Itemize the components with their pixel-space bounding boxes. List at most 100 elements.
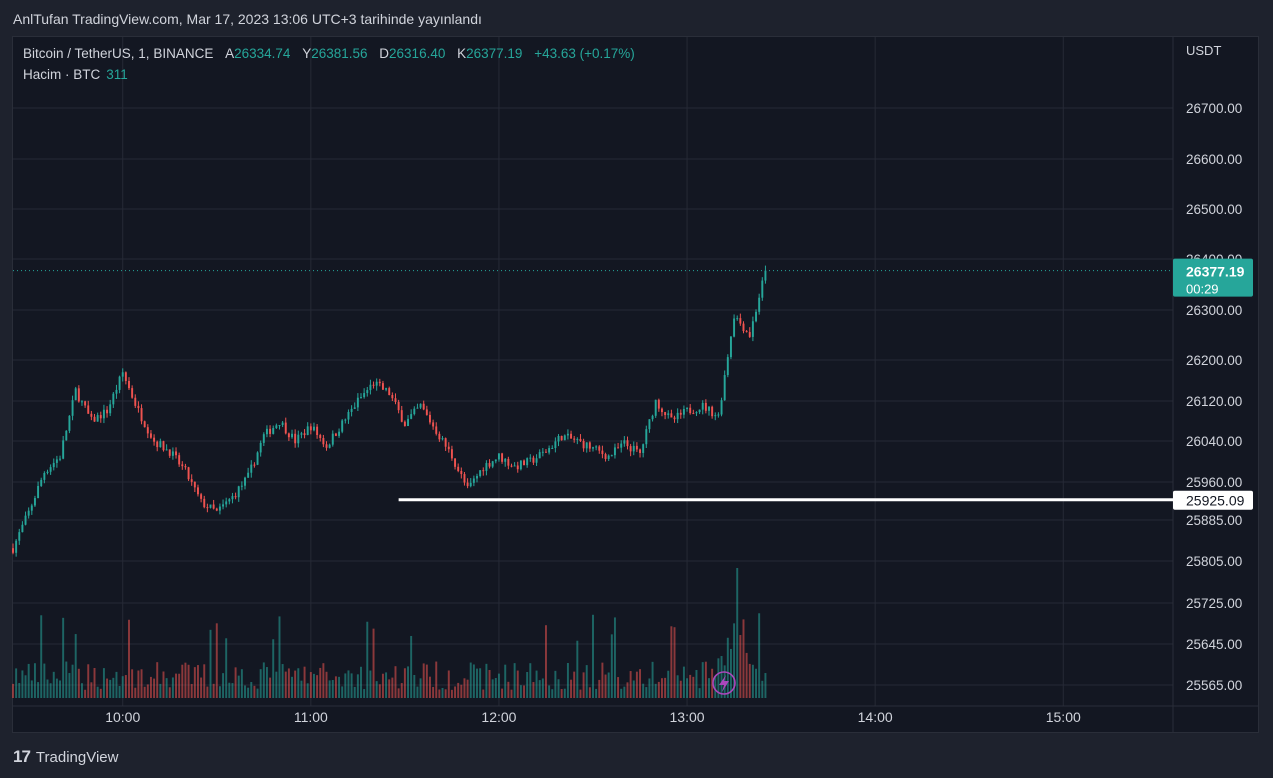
candle-body — [385, 388, 388, 390]
candle-body — [576, 438, 579, 440]
volume-bar — [551, 689, 554, 698]
price-tick-label: 25960.00 — [1186, 475, 1242, 490]
candle-body — [313, 426, 315, 431]
candle-body — [212, 504, 215, 509]
volume-bar — [184, 662, 187, 698]
candle-body — [353, 407, 356, 409]
volume-bar — [504, 664, 507, 698]
candle-body — [545, 451, 547, 453]
volume-bar — [413, 674, 416, 698]
volume-bar — [472, 664, 475, 698]
volume-bar — [181, 664, 184, 698]
candle-body — [325, 444, 328, 448]
footer-brand[interactable]: 17 TradingView — [13, 746, 118, 768]
chart-frame[interactable] — [12, 36, 1259, 733]
volume-bar — [272, 639, 275, 698]
volume-bar — [545, 625, 547, 698]
candle-body — [598, 446, 601, 451]
candle-body — [507, 458, 510, 466]
volume-bar — [30, 680, 33, 698]
volume-bar — [225, 638, 228, 698]
candle-body — [197, 487, 199, 495]
open-value: 26334.74 — [234, 46, 291, 61]
volume-bar — [679, 680, 682, 698]
candle-body — [469, 482, 472, 487]
candle-body — [592, 447, 594, 449]
candle-body — [128, 380, 130, 389]
volume-bar — [519, 685, 522, 698]
volume-bar — [438, 689, 441, 698]
candle-body — [661, 408, 663, 413]
volume-bar — [171, 677, 174, 698]
volume-bar — [124, 675, 127, 698]
candle-body — [388, 388, 391, 395]
volume-bar — [733, 623, 736, 698]
candle-body — [121, 372, 124, 377]
volume-bar — [325, 671, 328, 698]
volume-label[interactable]: Hacim · BTC — [23, 67, 101, 82]
candle-body — [12, 548, 14, 553]
candle-body — [410, 414, 413, 419]
volume-bar — [262, 662, 265, 698]
candle-body — [171, 451, 174, 456]
candle-body — [43, 472, 46, 480]
volume-bar — [491, 679, 494, 698]
symbol-label[interactable]: Bitcoin / TetherUS, 1, BINANCE — [23, 46, 214, 61]
volume-bar — [350, 673, 353, 698]
candle-body — [416, 407, 419, 409]
candle-body — [425, 409, 428, 415]
volume-bar — [275, 671, 278, 698]
volume-bar — [46, 679, 49, 698]
candle-body — [635, 445, 638, 450]
candle-body — [585, 442, 588, 449]
volume-bar — [269, 677, 272, 698]
candle-body — [494, 459, 497, 462]
candle-body — [156, 441, 159, 448]
candle-body — [99, 415, 102, 419]
candle-body — [366, 390, 369, 394]
time-tick-label: 12:00 — [481, 709, 516, 725]
volume-bar — [178, 673, 181, 698]
volume-bar — [570, 679, 573, 698]
volume-bar — [588, 687, 591, 698]
candle-body — [444, 438, 447, 447]
candle-body — [316, 426, 319, 436]
volume-bar — [457, 682, 460, 698]
volume-bar — [435, 661, 438, 698]
volume-bar — [523, 685, 525, 698]
support-price-label: 25925.09 — [1186, 493, 1245, 509]
volume-bar — [429, 676, 431, 698]
volume-bar — [12, 683, 14, 698]
candle-body — [71, 400, 74, 416]
volume-bar — [306, 683, 309, 698]
candle-body — [87, 405, 90, 414]
volume-bar — [203, 664, 206, 698]
volume-bar — [353, 686, 356, 698]
candle-body — [623, 440, 626, 444]
candle-body — [682, 409, 685, 415]
volume-bar — [250, 681, 253, 698]
candle-body — [419, 403, 422, 408]
candle-body — [686, 407, 689, 410]
volume-bar — [197, 665, 199, 698]
candle-body — [102, 409, 105, 419]
volume-bar — [237, 675, 240, 698]
lightning-icon[interactable] — [712, 671, 736, 695]
price-tick-label: 25565.00 — [1186, 678, 1242, 693]
candle-body — [106, 409, 109, 414]
volume-bar — [134, 687, 137, 698]
volume-bar — [573, 671, 576, 698]
candles-group — [12, 265, 767, 557]
volume-bar — [90, 682, 93, 698]
candle-body — [466, 482, 469, 487]
volume-bar — [303, 666, 306, 698]
volume-bar — [15, 668, 18, 698]
volume-bar — [739, 635, 742, 698]
candle-body — [604, 454, 607, 459]
candle-body — [300, 433, 303, 435]
volume-bar — [639, 669, 641, 698]
volume-bar — [65, 661, 68, 698]
candle-body — [240, 485, 243, 487]
candle-body — [146, 427, 149, 434]
